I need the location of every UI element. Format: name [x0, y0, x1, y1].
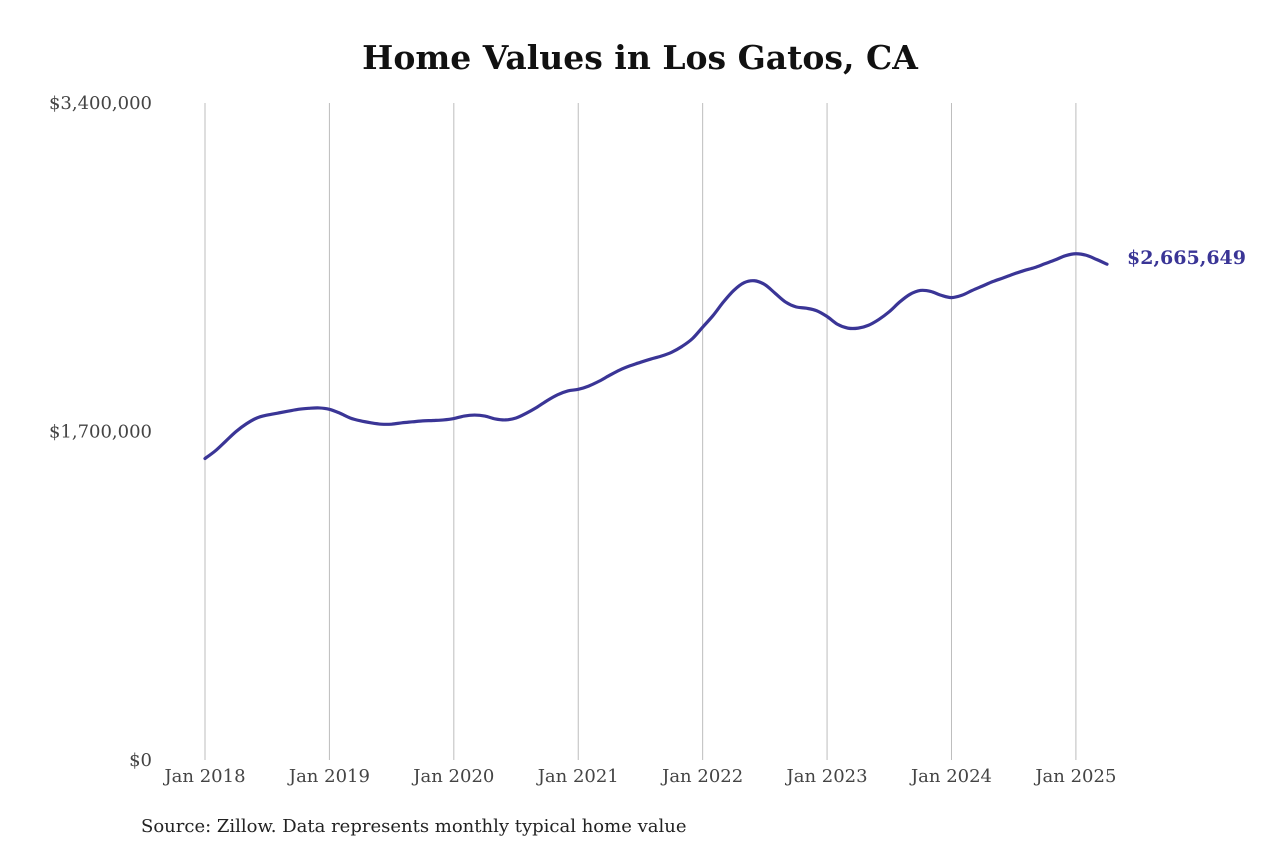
x-axis: Jan 2018 Jan 2019 Jan 2020 Jan 2021 Jan 2022…	[162, 766, 1116, 787]
x-tick-label: Jan 2019	[287, 766, 370, 787]
x-tick-label: Jan 2018	[162, 766, 245, 787]
source-note: Source: Zillow. Data represents monthly …	[141, 816, 687, 837]
x-tick-label: Jan 2021	[536, 766, 619, 787]
chart-title: Home Values in Los Gatos, CA	[362, 38, 918, 77]
y-tick-label: $0	[129, 750, 152, 771]
x-tick-label: Jan 2025	[1033, 766, 1116, 787]
y-tick-label: $1,700,000	[49, 422, 152, 443]
series-layer	[203, 252, 1109, 461]
end-value-label: $2,665,649	[1127, 247, 1246, 269]
x-tick-label: Jan 2020	[411, 766, 494, 787]
x-tick-label: Jan 2023	[785, 766, 868, 787]
x-tick-label: Jan 2024	[909, 766, 992, 787]
x-tick-label: Jan 2022	[660, 766, 743, 787]
series-line	[203, 252, 1109, 461]
y-tick-label: $3,400,000	[49, 93, 152, 114]
annotation-layer: $2,665,649	[1127, 247, 1246, 269]
grid-layer	[204, 103, 1077, 760]
y-axis: $0 $1,700,000 $3,400,000	[49, 93, 152, 771]
